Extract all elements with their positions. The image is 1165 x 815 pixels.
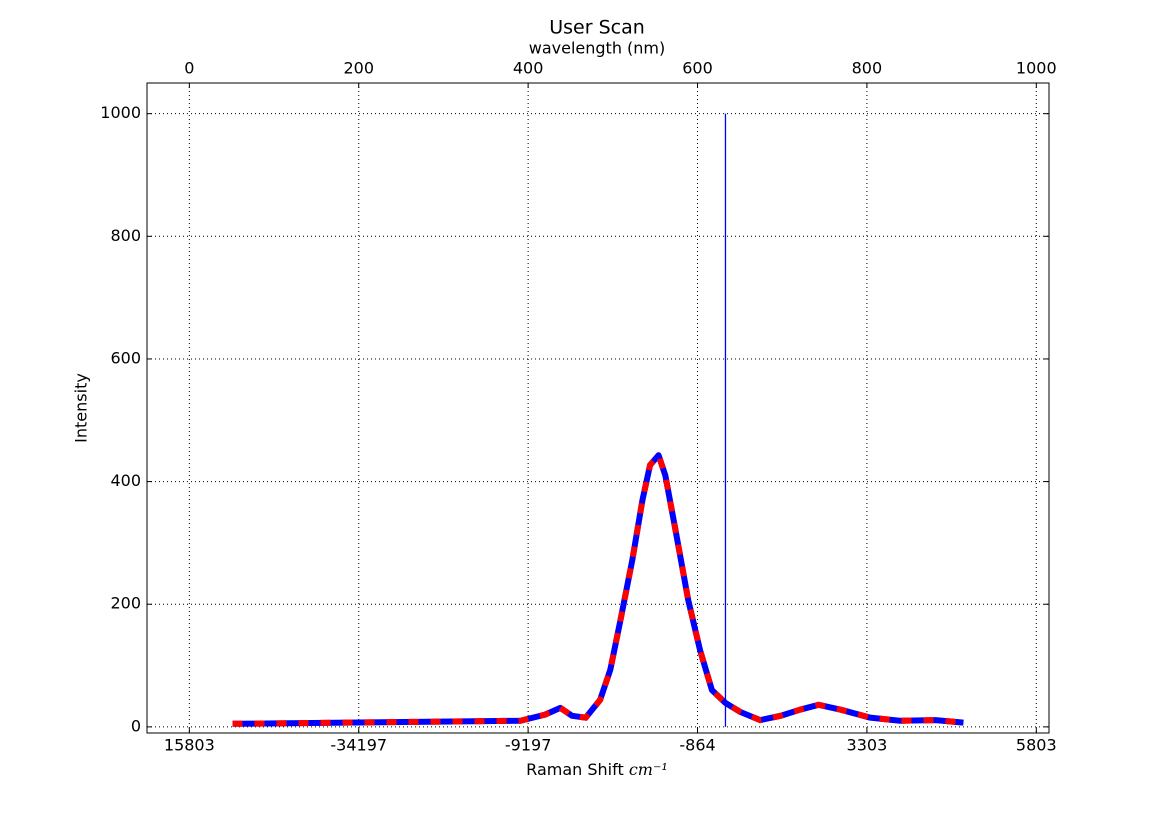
x-axis-label: Raman Shift cm⁻¹ xyxy=(526,760,668,779)
x2-tick-label: 800 xyxy=(852,59,883,78)
x2-tick-label: 1000 xyxy=(1016,59,1057,78)
y-tick-label: 600 xyxy=(110,348,141,367)
y-tick-label: 1000 xyxy=(100,103,141,122)
x2-tick-label: 200 xyxy=(343,59,374,78)
y-axis-label: Intensity xyxy=(72,373,91,443)
x2-tick-label: 400 xyxy=(513,59,544,78)
x-tick-label: -34197 xyxy=(330,736,387,755)
y-tick-label: 400 xyxy=(110,471,141,490)
x2-tick-label: 600 xyxy=(682,59,713,78)
x-tick-label: -9197 xyxy=(505,736,552,755)
series-line xyxy=(232,452,964,727)
y-tick-label: 0 xyxy=(131,716,141,735)
x-axis-label-unit: cm⁻¹ xyxy=(629,760,668,779)
x2-axis-label: wavelength (nm) xyxy=(529,39,666,58)
chart-title: User Scan xyxy=(549,17,645,39)
x-tick-label: 15803 xyxy=(164,736,215,755)
x-tick-label: 3303 xyxy=(847,736,888,755)
plot-frame xyxy=(146,82,1050,734)
x-axis-label-text: Raman Shift xyxy=(526,760,624,779)
y-tick-label: 800 xyxy=(110,226,141,245)
x2-tick-label: 0 xyxy=(184,59,194,78)
y-tick-label: 200 xyxy=(110,594,141,613)
x-tick-label: -864 xyxy=(679,736,715,755)
x-tick-label: 5803 xyxy=(1016,736,1057,755)
series-line-dash xyxy=(232,449,964,727)
